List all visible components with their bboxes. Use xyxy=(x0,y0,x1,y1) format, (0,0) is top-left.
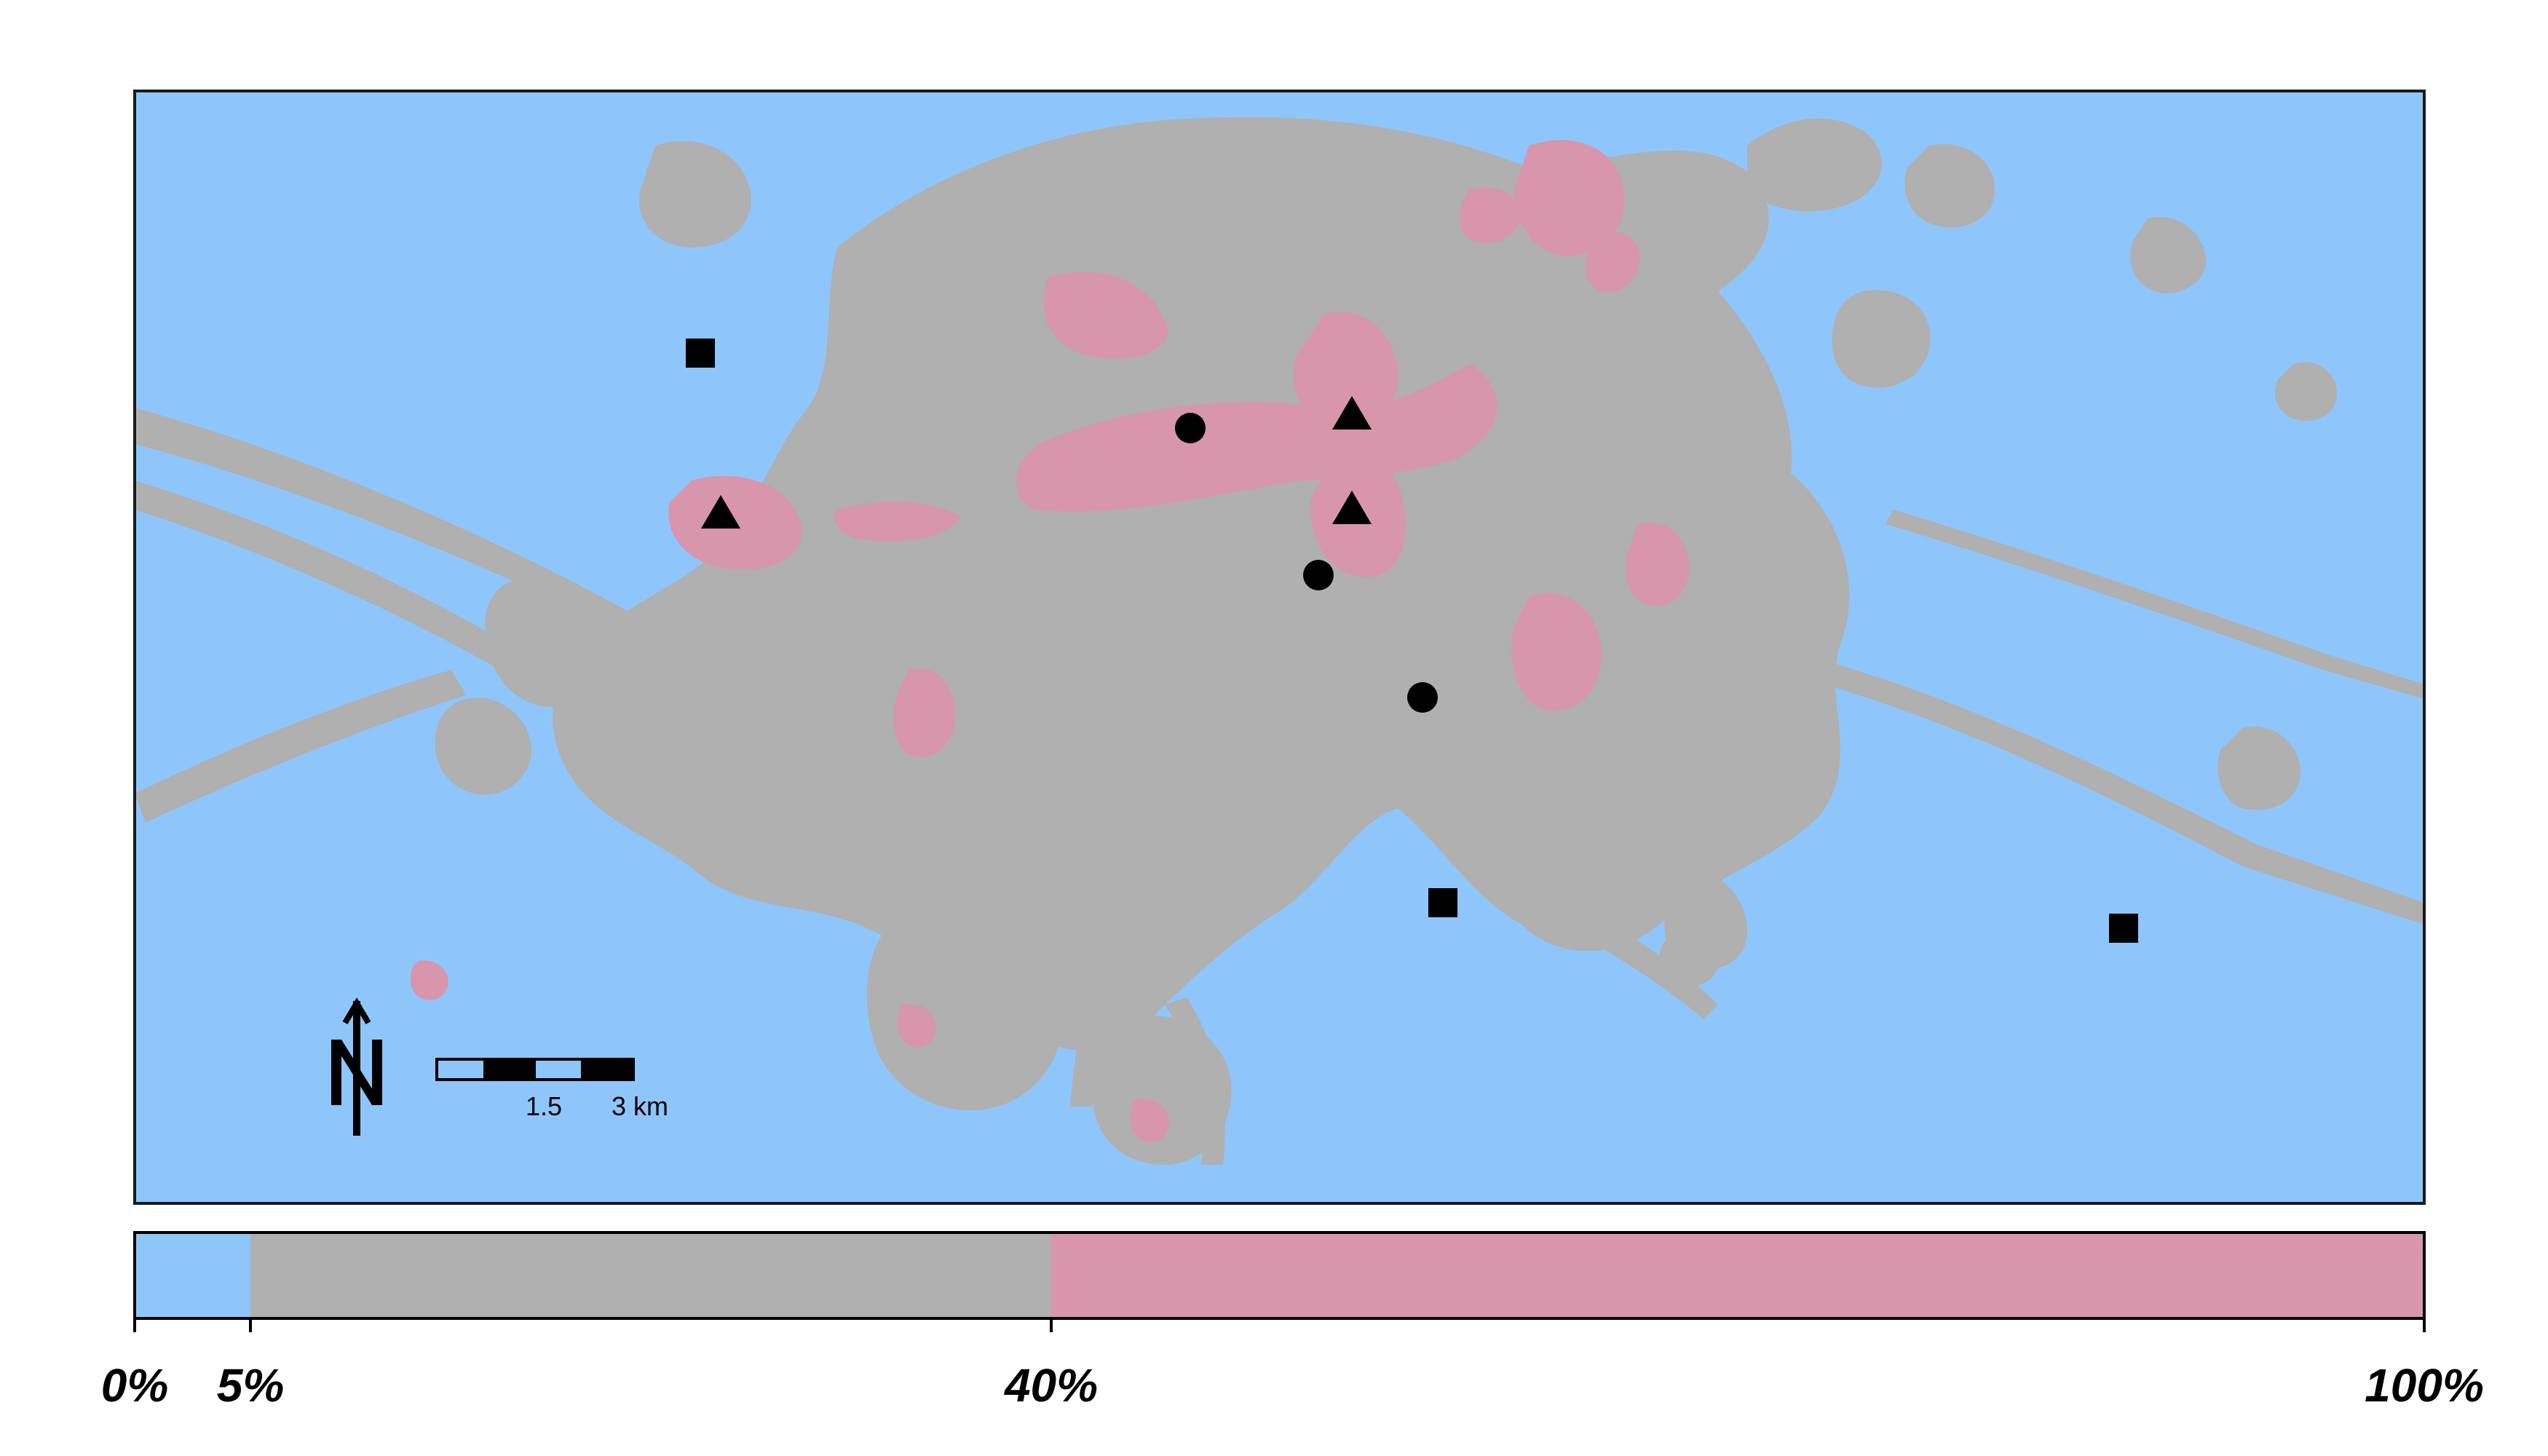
scale-bar-segment xyxy=(483,1058,536,1081)
square-marker-icon xyxy=(686,339,715,368)
urban-mid-density-areas xyxy=(135,116,2424,1165)
legend-tick-label: 0% xyxy=(101,1359,169,1412)
circle-marker-icon xyxy=(1175,413,1206,443)
square-marker-icon xyxy=(1428,888,1457,917)
markers xyxy=(686,339,2138,943)
circle-marker-icon xyxy=(1303,560,1334,590)
legend-class-high xyxy=(1051,1233,2424,1318)
scale-label-end: 3 km xyxy=(612,1091,668,1121)
north-arrow-icon xyxy=(331,997,382,1136)
scale-bar-segment xyxy=(435,1058,486,1081)
legend-frame xyxy=(133,1231,2426,1320)
legend: 0% 5% 40% 100% xyxy=(101,1231,2484,1412)
scale-bar-segment xyxy=(533,1058,584,1081)
triangle-marker-icon xyxy=(701,495,740,529)
triangle-marker-icon xyxy=(1332,396,1372,430)
scale-label-mid: 1.5 xyxy=(526,1091,562,1121)
map-frame xyxy=(133,90,2426,1205)
circle-marker-icon xyxy=(1407,682,1438,713)
scale-bar: 1.5 3 km xyxy=(435,1058,668,1121)
legend-tick-label: 40% xyxy=(1003,1359,1098,1412)
legend-class-mid xyxy=(250,1233,1051,1318)
legend-tick-label: 5% xyxy=(217,1359,285,1412)
triangle-marker-icon xyxy=(1332,491,1372,524)
legend-class-low xyxy=(135,1233,250,1318)
urban-high-density-areas xyxy=(410,140,1689,1142)
scale-bar-segment xyxy=(581,1058,635,1081)
square-marker-icon xyxy=(2109,914,2138,943)
map-panel: 1.5 3 km xyxy=(135,91,2424,1203)
legend-tick-label: 100% xyxy=(2365,1359,2484,1412)
